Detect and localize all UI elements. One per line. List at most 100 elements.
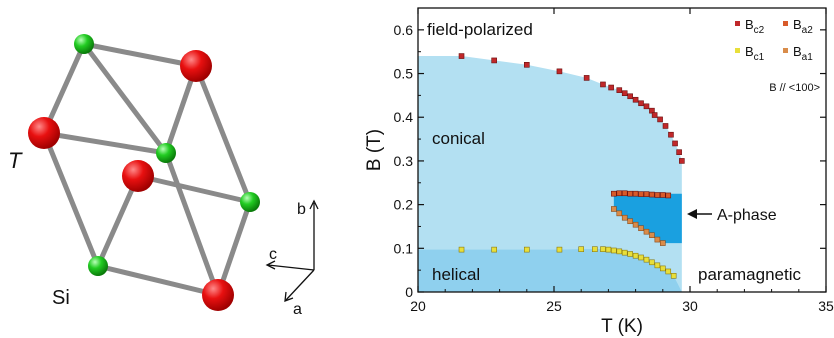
legend-marker	[783, 21, 788, 26]
marker-b-c1	[616, 248, 623, 255]
t-atom	[122, 160, 154, 192]
marker-b-a2	[638, 191, 644, 197]
marker-b-c1	[638, 254, 644, 261]
y-tick-label: 0.5	[394, 66, 414, 82]
marker-b-c1	[605, 246, 612, 253]
marker-b-c1	[611, 247, 617, 254]
plot-frame	[417, 7, 827, 293]
marker-b-c2	[651, 112, 658, 118]
marker-b-a1	[638, 225, 644, 232]
y-axis-label: B (T)	[364, 129, 385, 171]
conical-label: conical	[432, 129, 485, 148]
bond	[95, 263, 221, 298]
a-phase-arrow-head	[687, 209, 697, 219]
marker-b-a1	[654, 236, 661, 243]
marker-b-c1	[665, 268, 672, 275]
bond	[41, 130, 101, 269]
marker-b-c2	[657, 116, 663, 123]
marker-b-a1	[627, 218, 633, 225]
y-tick-label: 0.3	[394, 153, 414, 169]
marker-b-a2	[654, 192, 661, 198]
bond	[95, 173, 141, 269]
si-atom	[156, 143, 176, 163]
phase-regions	[418, 56, 682, 292]
marker-b-c1	[523, 246, 530, 253]
marker-b-a2	[643, 191, 650, 197]
y-tick-label: 0.1	[394, 240, 414, 256]
marker-b-a1	[643, 228, 650, 235]
marker-b-c1	[649, 259, 655, 266]
a-phase-label: A-phase	[717, 207, 777, 224]
marker-b-c1	[591, 246, 598, 252]
y-tick-label: 0.4	[394, 109, 414, 125]
legend-marker	[735, 21, 740, 26]
marker-b-c2	[632, 96, 639, 103]
a-phase-arrow	[687, 209, 712, 219]
bond	[41, 41, 87, 136]
bond	[163, 150, 221, 298]
marker-b-c1	[621, 249, 628, 256]
marker-b-c1	[491, 246, 497, 253]
marker-b-c2	[600, 81, 606, 88]
x-tick-label: 35	[818, 298, 834, 314]
marker-b-c2	[627, 93, 633, 100]
marker-b-a2	[649, 191, 655, 198]
legend-label: Ba1	[793, 44, 813, 63]
y-tick-label: 0.2	[394, 197, 414, 213]
crystal-axes	[265, 199, 319, 302]
marker-b-c1	[578, 246, 585, 252]
marker-b-a2	[627, 190, 633, 197]
bond	[135, 173, 253, 205]
marker-b-c2	[608, 84, 614, 91]
legend-label: Ba2	[793, 17, 813, 36]
marker-b-a1	[616, 210, 623, 217]
field-polarized-label: field-polarized	[427, 20, 533, 39]
marker-b-c1	[556, 246, 563, 253]
marker-b-a1	[611, 206, 617, 212]
crystal-structure	[41, 41, 253, 298]
legend-note: B // <100>	[769, 82, 820, 94]
marker-b-a1	[659, 240, 666, 246]
marker-b-c2	[676, 149, 682, 155]
helical-label: helical	[432, 265, 480, 284]
marker-b-c1	[643, 256, 650, 263]
paramagnetic-label: paramagnetic	[698, 265, 802, 284]
marker-b-c2	[458, 53, 465, 59]
bond	[81, 41, 199, 69]
si-atom	[240, 192, 260, 212]
data-markers	[458, 53, 685, 279]
marker-b-c2	[662, 123, 669, 129]
t-atom	[202, 279, 234, 311]
legend-label: Bc2	[745, 17, 765, 36]
phase-diagram-chart: 20 25 30 35 0 0.1 0.2 0.3 0.4 0.5 0.6 field-polari…	[364, 7, 834, 337]
y-tick-label: 0	[405, 284, 413, 300]
axis-ticks: 20 25 30 35 0 0.1 0.2 0.3 0.4 0.5 0.6	[394, 7, 834, 314]
marker-b-a2	[611, 190, 617, 197]
conical-region	[418, 56, 682, 292]
marker-b-a2	[621, 190, 628, 197]
axis-c-label: c	[269, 246, 277, 263]
marker-b-c1	[632, 252, 639, 259]
x-tick-label: 20	[410, 298, 426, 314]
t-atom	[28, 117, 60, 149]
si-atom	[88, 256, 108, 276]
y-tick-label: 0.6	[394, 22, 414, 38]
marker-b-c2	[583, 75, 590, 81]
marker-b-a2	[659, 192, 666, 198]
legend-marker	[735, 48, 740, 53]
bond	[193, 63, 253, 205]
si-atom	[74, 34, 94, 54]
marker-b-a1	[649, 232, 655, 238]
a-phase-region	[613, 193, 682, 244]
axis-a-label: a	[293, 301, 302, 318]
legend-label: Bc1	[745, 44, 765, 63]
marker-b-c1	[458, 246, 465, 253]
marker-b-c2	[621, 90, 628, 96]
legend: Bc2 Ba2 Bc1 Ba1	[735, 17, 813, 63]
bond	[41, 130, 169, 156]
marker-b-c1	[654, 262, 661, 269]
marker-b-a1	[632, 221, 639, 228]
t-atom	[180, 50, 212, 82]
marker-b-a2	[665, 192, 672, 199]
